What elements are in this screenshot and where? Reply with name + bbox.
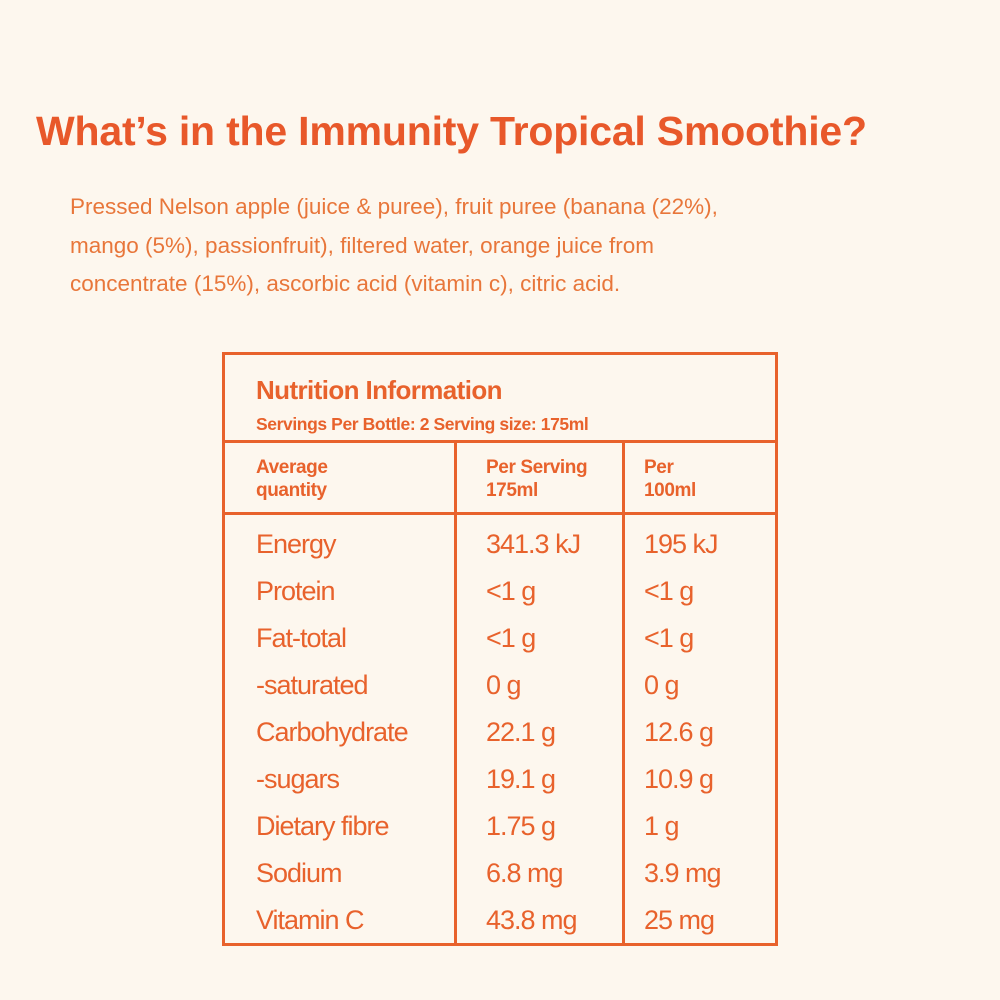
per-100ml-value: 1 g (644, 811, 680, 841)
column-header-line: 100ml (644, 480, 696, 501)
nutrient-name: Vitamin C (256, 905, 365, 935)
column-header-line: Per (644, 457, 674, 478)
per-serving-value: 1.75 g (486, 811, 556, 841)
header-divider (225, 512, 775, 515)
per-serving-value: 6.8 mg (486, 858, 564, 888)
nutrient-name: -sugars (256, 764, 340, 794)
per-100ml-value: 25 mg (644, 905, 715, 935)
per-serving-value: 19.1 g (486, 764, 556, 794)
per-serving-value: <1 g (486, 623, 536, 653)
per-100ml-value: 195 kJ (644, 529, 719, 559)
per-serving-value: 0 g (486, 670, 522, 700)
per-100ml-value: 12.6 g (644, 717, 714, 747)
servings-info: Servings Per Bottle: 2 Serving size: 175… (256, 414, 589, 434)
per-100ml-value: <1 g (644, 623, 694, 653)
nutrient-name: Sodium (256, 858, 343, 888)
table-row: -saturated 0 g 0 g (225, 662, 775, 709)
nutrient-name: Energy (256, 529, 337, 559)
per-serving-value: 22.1 g (486, 717, 556, 747)
table-row: -sugars 19.1 g 10.9 g (225, 756, 775, 803)
column-header-line: Per Serving (486, 457, 588, 478)
nutrient-name: Dietary fibre (256, 811, 390, 841)
column-header-line: 175ml (486, 480, 538, 501)
table-row: Protein <1 g <1 g (225, 568, 775, 615)
nutrient-name: Carbohydrate (256, 717, 409, 747)
column-header-per-100ml: Per 100ml (644, 456, 696, 502)
per-serving-value: <1 g (486, 576, 536, 606)
per-100ml-value: <1 g (644, 576, 694, 606)
nutrition-panel: Nutrition Information Servings Per Bottl… (222, 352, 778, 946)
table-row: Dietary fibre 1.75 g 1 g (225, 803, 775, 850)
column-header-line: Average (256, 457, 328, 478)
table-row: Energy 341.3 kJ 195 kJ (225, 521, 775, 568)
column-divider (622, 443, 625, 943)
column-header-line: quantity (256, 480, 327, 501)
table-row: Sodium 6.8 mg 3.9 mg (225, 850, 775, 897)
per-100ml-value: 3.9 mg (644, 858, 722, 888)
nutrition-rows: Energy 341.3 kJ 195 kJ Protein <1 g <1 g… (225, 521, 775, 944)
per-serving-value: 43.8 mg (486, 905, 578, 935)
table-row: Carbohydrate 22.1 g 12.6 g (225, 709, 775, 756)
table-row: Fat-total <1 g <1 g (225, 615, 775, 662)
column-header-average-quantity: Average quantity (256, 456, 328, 502)
ingredients-line: concentrate (15%), ascorbic acid (vitami… (70, 271, 621, 296)
nutrient-name: -saturated (256, 670, 369, 700)
ingredients-text: Pressed Nelson apple (juice & puree), fr… (70, 188, 970, 304)
per-100ml-value: 0 g (644, 670, 680, 700)
nutrient-name: Fat-total (256, 623, 347, 653)
nutrient-name: Protein (256, 576, 336, 606)
table-row: Vitamin C 43.8 mg 25 mg (225, 897, 775, 944)
nutrition-panel-title: Nutrition Information (256, 375, 503, 405)
per-serving-value: 341.3 kJ (486, 529, 581, 559)
per-100ml-value: 10.9 g (644, 764, 714, 794)
ingredients-line: Pressed Nelson apple (juice & puree), fr… (70, 194, 718, 219)
ingredients-line: mango (5%), passionfruit), filtered wate… (70, 232, 655, 258)
page-title: What’s in the Immunity Tropical Smoothie… (36, 108, 867, 154)
column-header-per-serving: Per Serving 175ml (486, 456, 588, 502)
nutrition-panel-header: Nutrition Information Servings Per Bottl… (225, 355, 775, 443)
column-divider (454, 443, 457, 943)
